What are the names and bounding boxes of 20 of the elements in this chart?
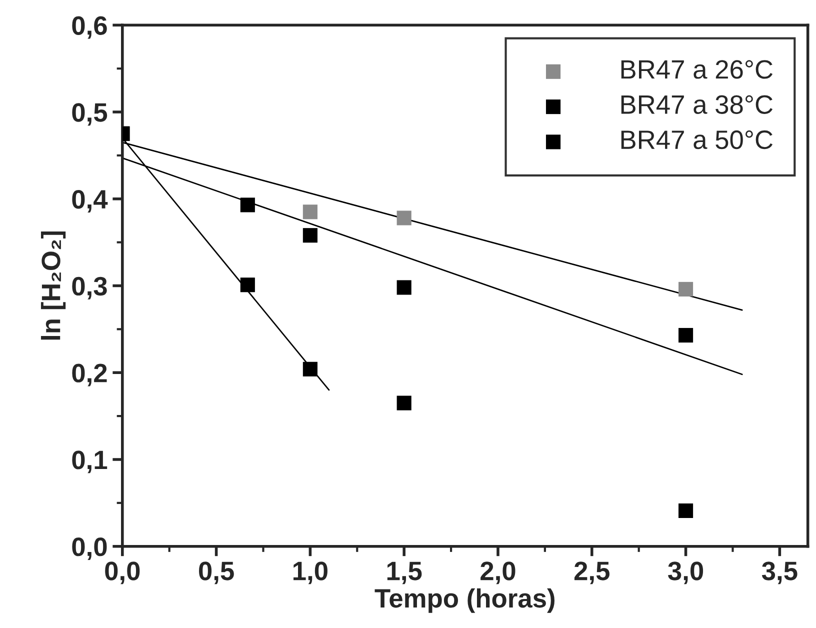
y-tick-label: 0,0: [72, 537, 107, 560]
x-tick-label: 0,5: [199, 562, 234, 584]
legend-label: BR47 a 38°C: [621, 95, 773, 114]
y-axis-title: ln [H₂O₂]: [40, 232, 66, 340]
x-tick-label: 2,5: [574, 562, 610, 584]
y-tick-label: 0,6: [72, 16, 107, 39]
y-tick-label: 0,5: [72, 103, 108, 126]
x-axis-title: Tempo (horas): [374, 588, 554, 613]
y-tick-label: 0,1: [72, 450, 108, 474]
y-tick-label: 0,3: [72, 276, 107, 300]
legend-label: BR47 a 26°C: [621, 60, 773, 79]
y-tick-label: 0,4: [72, 190, 108, 213]
x-tick-label: 3,0: [668, 562, 704, 584]
x-tick-label: 0,0: [105, 562, 140, 584]
legend-label: BR47 a 50°C: [621, 130, 773, 150]
x-tick-label: 1,0: [294, 562, 328, 584]
x-tick-label: 2,0: [480, 562, 516, 584]
x-tick-label: 3,5: [762, 562, 798, 584]
x-tick-label: 1,5: [387, 562, 422, 584]
y-tick-label: 0,2: [72, 364, 107, 386]
